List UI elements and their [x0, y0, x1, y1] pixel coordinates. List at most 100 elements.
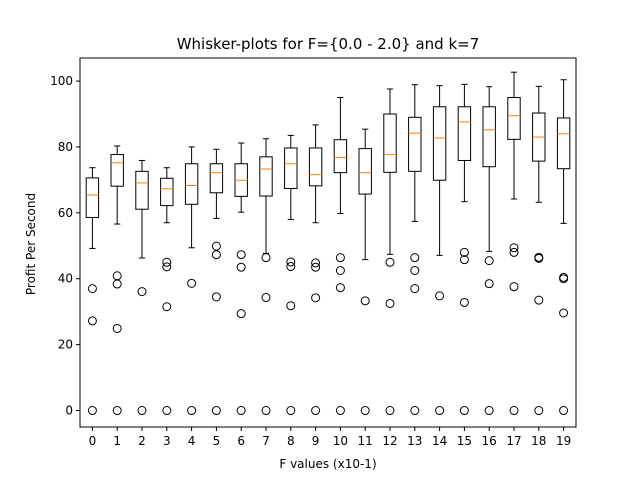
outlier-point [410, 406, 420, 416]
outlier-point [335, 283, 345, 293]
x-tick-label: 18 [531, 434, 546, 448]
box-plot-4 [184, 146, 199, 416]
box-plot-3 [160, 167, 174, 416]
outlier-point [211, 250, 221, 260]
outlier-point [311, 406, 321, 416]
outlier-point [360, 406, 370, 416]
outlier-point [162, 302, 172, 312]
outlier-point [484, 279, 494, 289]
outlier-point [261, 293, 271, 303]
box-iqr [308, 147, 323, 187]
outlier-point [87, 406, 97, 416]
box-iqr [432, 106, 447, 181]
y-tick-label: 80 [58, 140, 73, 154]
outlier-point [162, 257, 172, 267]
box-iqr [284, 147, 298, 189]
outlier-point [211, 292, 221, 302]
x-tick-label: 15 [457, 434, 472, 448]
box-plot-10 [333, 97, 348, 416]
box-iqr [209, 163, 224, 194]
x-tick-label: 13 [407, 434, 422, 448]
outlier-point [509, 406, 519, 416]
outlier-point [559, 272, 569, 282]
outlier-point [236, 309, 246, 319]
box-plot-1 [110, 145, 124, 416]
x-tick-label: 12 [382, 434, 397, 448]
outlier-point [534, 295, 544, 305]
outlier-point [459, 255, 469, 265]
box-plot-9 [308, 124, 323, 416]
outlier-point [187, 278, 197, 288]
outlier-point [509, 282, 519, 292]
outlier-point [261, 253, 271, 263]
outlier-point [311, 262, 321, 272]
outlier-point [286, 257, 296, 267]
outlier-point [484, 256, 494, 266]
box-iqr [507, 97, 521, 140]
outlier-point [162, 406, 172, 416]
outlier-point [385, 406, 395, 416]
outlier-point [360, 296, 370, 306]
outlier-point [112, 271, 122, 281]
box-plot-7 [259, 138, 273, 416]
x-tick-label: 14 [432, 434, 447, 448]
x-tick-label: 7 [262, 434, 270, 448]
outlier-point [410, 266, 420, 276]
box-plot-15 [457, 83, 472, 416]
x-tick-label: 9 [312, 434, 320, 448]
box-plot-14 [432, 85, 447, 416]
x-tick-label: 16 [482, 434, 497, 448]
y-axis-label: Profit Per Second [24, 193, 38, 295]
outlier-point [509, 247, 519, 257]
x-tick-label: 2 [138, 434, 146, 448]
outlier-point [137, 287, 147, 297]
outlier-point [87, 316, 97, 326]
outlier-point [385, 298, 395, 308]
x-tick-label: 10 [333, 434, 348, 448]
plot-area [85, 71, 571, 416]
box-iqr [333, 139, 348, 174]
box-plot-8 [284, 134, 298, 416]
outlier-point [509, 243, 519, 253]
box-iqr [457, 106, 472, 161]
box-iqr [482, 106, 496, 168]
y-tick-label: 60 [58, 206, 73, 220]
x-tick-label: 5 [213, 434, 221, 448]
box-plot-13 [408, 84, 422, 416]
box-plot-6 [234, 142, 248, 416]
outlier-point [261, 406, 271, 416]
x-tick-label: 4 [188, 434, 196, 448]
x-tick-label: 1 [113, 434, 121, 448]
box-iqr [85, 177, 100, 218]
outlier-point [236, 250, 246, 260]
axes-frame [79, 57, 577, 428]
outlier-point [435, 406, 445, 416]
y-tick-label: 40 [58, 272, 73, 286]
outlier-point [112, 406, 122, 416]
outlier-point [112, 323, 122, 333]
outlier-point [335, 253, 345, 263]
outlier-point [87, 284, 97, 294]
outlier-point [559, 308, 569, 318]
outlier-point [211, 406, 221, 416]
outlier-point [435, 291, 445, 301]
outlier-point [137, 406, 147, 416]
outlier-point [187, 406, 197, 416]
outlier-point [559, 406, 569, 416]
box-plot-5 [209, 148, 224, 416]
outlier-point [162, 262, 172, 272]
outlier-point [410, 284, 420, 294]
outlier-point [335, 266, 345, 276]
box-iqr [110, 154, 124, 187]
box-plot-12 [383, 88, 397, 416]
x-tick-label: 8 [287, 434, 295, 448]
x-tick-label: 17 [506, 434, 521, 448]
box-iqr [383, 113, 397, 173]
x-tick-label: 0 [89, 434, 97, 448]
outlier-point [236, 262, 246, 272]
outlier-point [311, 258, 321, 268]
y-tick-label: 20 [58, 338, 73, 352]
outlier-point [534, 406, 544, 416]
outlier-point [236, 406, 246, 416]
